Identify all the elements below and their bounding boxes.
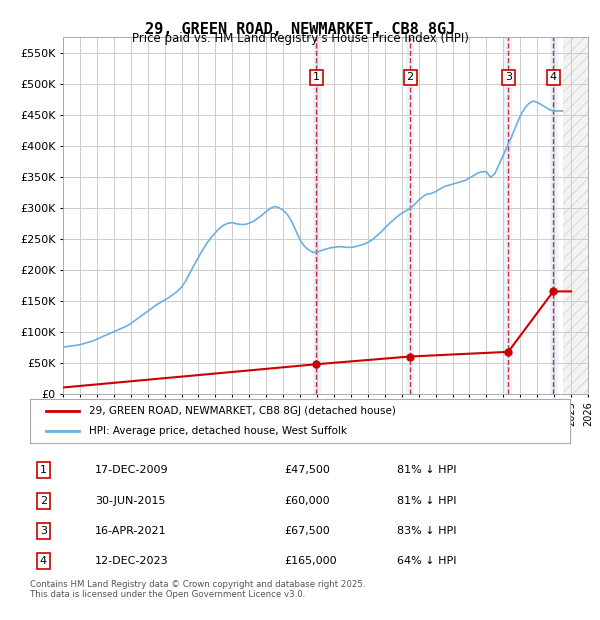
Text: 83% ↓ HPI: 83% ↓ HPI bbox=[397, 526, 457, 536]
Bar bbox=[503, 37, 512, 394]
Text: 81% ↓ HPI: 81% ↓ HPI bbox=[397, 496, 457, 506]
Text: 12-DEC-2023: 12-DEC-2023 bbox=[95, 556, 169, 566]
Text: 4: 4 bbox=[550, 73, 557, 82]
Text: 17-DEC-2009: 17-DEC-2009 bbox=[95, 465, 169, 475]
Text: 16-APR-2021: 16-APR-2021 bbox=[95, 526, 166, 536]
Text: 64% ↓ HPI: 64% ↓ HPI bbox=[397, 556, 457, 566]
Text: £60,000: £60,000 bbox=[284, 496, 329, 506]
Text: 30-JUN-2015: 30-JUN-2015 bbox=[95, 496, 166, 506]
Text: HPI: Average price, detached house, West Suffolk: HPI: Average price, detached house, West… bbox=[89, 426, 347, 436]
Text: Price paid vs. HM Land Registry's House Price Index (HPI): Price paid vs. HM Land Registry's House … bbox=[131, 32, 469, 45]
Text: Contains HM Land Registry data © Crown copyright and database right 2025.
This d: Contains HM Land Registry data © Crown c… bbox=[30, 580, 365, 599]
Text: 29, GREEN ROAD, NEWMARKET, CB8 8GJ: 29, GREEN ROAD, NEWMARKET, CB8 8GJ bbox=[145, 22, 455, 37]
Bar bbox=[406, 37, 415, 394]
Text: 3: 3 bbox=[40, 526, 47, 536]
Text: 1: 1 bbox=[40, 465, 47, 475]
Text: 2: 2 bbox=[40, 496, 47, 506]
Bar bbox=[550, 37, 559, 394]
Text: 3: 3 bbox=[505, 73, 512, 82]
Text: 29, GREEN ROAD, NEWMARKET, CB8 8GJ (detached house): 29, GREEN ROAD, NEWMARKET, CB8 8GJ (deta… bbox=[89, 406, 396, 416]
Text: £67,500: £67,500 bbox=[284, 526, 329, 536]
Bar bbox=[563, 37, 588, 394]
Bar bbox=[313, 37, 321, 394]
Text: 81% ↓ HPI: 81% ↓ HPI bbox=[397, 465, 457, 475]
Text: £47,500: £47,500 bbox=[284, 465, 329, 475]
Text: £165,000: £165,000 bbox=[284, 556, 337, 566]
Text: 2: 2 bbox=[407, 73, 414, 82]
Text: 1: 1 bbox=[313, 73, 320, 82]
Text: 4: 4 bbox=[40, 556, 47, 566]
